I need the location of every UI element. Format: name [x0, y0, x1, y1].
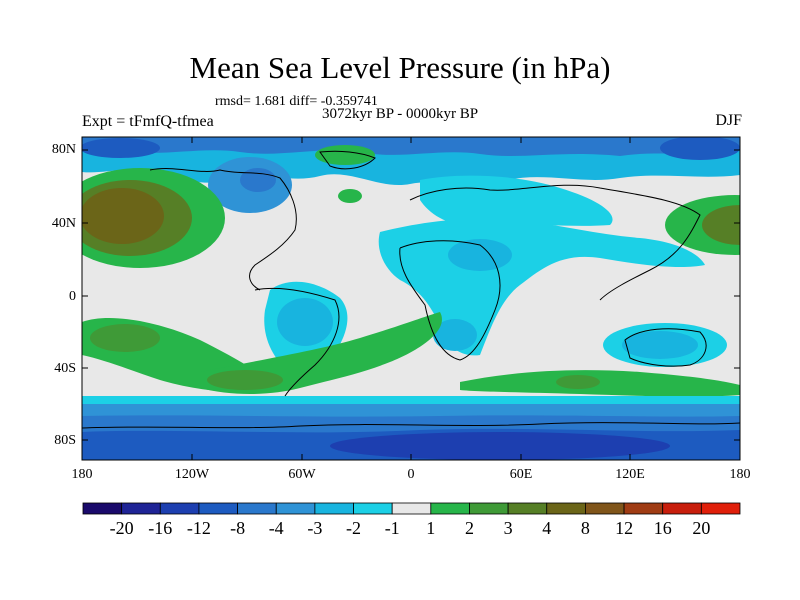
time-period: 3072kyr BP - 0000kyr BP [322, 106, 479, 122]
map-title: Mean Sea Level Pressure (in hPa) [189, 50, 611, 85]
colorbar-swatch [314, 502, 354, 515]
south-america-coast [254, 287, 340, 397]
antarctic-core-low [330, 432, 670, 460]
antarctica-coast [82, 422, 740, 429]
south-africa-low [433, 319, 477, 351]
y-tick-label: 80N [51, 142, 76, 157]
x-tick-label: 0 [407, 467, 415, 482]
colorbar-label: -4 [268, 518, 284, 538]
aleutian-low [82, 138, 160, 158]
north-africa-low [448, 239, 512, 271]
rmsd-diff-stats: rmsd= 1.681 diff= -0.359741 [215, 94, 378, 109]
greenland-coast [319, 150, 376, 170]
south-pacific-high-core [90, 324, 160, 352]
colorbar-label: -8 [230, 518, 246, 538]
atlantic-high-small [338, 189, 362, 203]
hudson-low-core [240, 168, 276, 192]
colorbar-swatch [198, 502, 238, 515]
y-tick-label: 80S [54, 433, 76, 448]
colorbar-swatch [585, 502, 625, 515]
colorbar-label: -3 [307, 518, 323, 538]
indian-ocean-high-core [556, 375, 600, 389]
australia-coast [624, 328, 707, 367]
colorbar-swatch [82, 502, 123, 515]
arctic-deeper-low [82, 137, 740, 156]
x-tick-label: 180 [729, 467, 751, 482]
greenland-high [315, 145, 375, 165]
coastlines [82, 150, 740, 429]
colorbar-label: -1 [384, 518, 400, 538]
north-pacific-high-east-mid [702, 205, 740, 245]
colorbar-swatch [275, 502, 316, 515]
colorbar-label: -16 [148, 518, 173, 538]
colorbar-swatch [662, 502, 702, 515]
colorbar-label: 1 [426, 518, 436, 538]
colorbar-label: -12 [186, 518, 211, 538]
colorbar-label: 4 [542, 518, 552, 538]
bering-low [660, 137, 740, 160]
south-pacific-high-east [207, 370, 283, 390]
colorbar-label: 2 [465, 518, 474, 538]
colorbar-swatch [353, 502, 393, 515]
eurasia-coast [409, 184, 701, 301]
colorbar-label: 3 [503, 518, 513, 538]
y-tick-label: 40N [51, 216, 76, 231]
colorbar-label: 12 [615, 518, 634, 538]
colorbar-label: -2 [346, 518, 361, 538]
colorbar-label: 8 [580, 518, 590, 538]
colorbar-swatch [159, 502, 200, 515]
colorbar-swatch [237, 502, 277, 515]
y-tick-label: 40S [54, 361, 76, 376]
australia-low-core [622, 331, 698, 359]
x-tick-label: 60W [288, 467, 316, 482]
north-pacific-high-core [82, 188, 164, 244]
colorbar-swatch [507, 502, 548, 515]
pressure-contours [82, 137, 740, 460]
colorbar-swatch [469, 502, 509, 515]
season-label: DJF [715, 112, 742, 129]
colorbar-swatch [121, 502, 161, 515]
colorbar [82, 502, 741, 515]
colorbar-swatch [430, 502, 470, 515]
axis-ticks [82, 137, 740, 460]
north-america-coast [149, 168, 297, 291]
africa-coast [399, 240, 501, 361]
colorbar-label: -20 [109, 518, 134, 538]
x-tick-label: 180 [71, 467, 93, 482]
experiment-label: Expt = tFmfQ-tfmea [82, 113, 214, 130]
x-tick-label: 120E [615, 467, 645, 482]
indian-ocean-high [460, 370, 740, 397]
colorbar-swatch [546, 502, 586, 515]
colorbar-swatch [623, 502, 664, 515]
colorbar-label: 16 [653, 518, 672, 538]
south-america-low-core [277, 298, 333, 346]
colorbar-swatch [391, 502, 432, 515]
y-tick-label: 0 [69, 289, 76, 304]
x-tick-label: 60E [509, 467, 533, 482]
x-tick-label: 120W [174, 467, 210, 482]
colorbar-swatch [700, 502, 741, 515]
colorbar-label: 20 [692, 518, 711, 538]
